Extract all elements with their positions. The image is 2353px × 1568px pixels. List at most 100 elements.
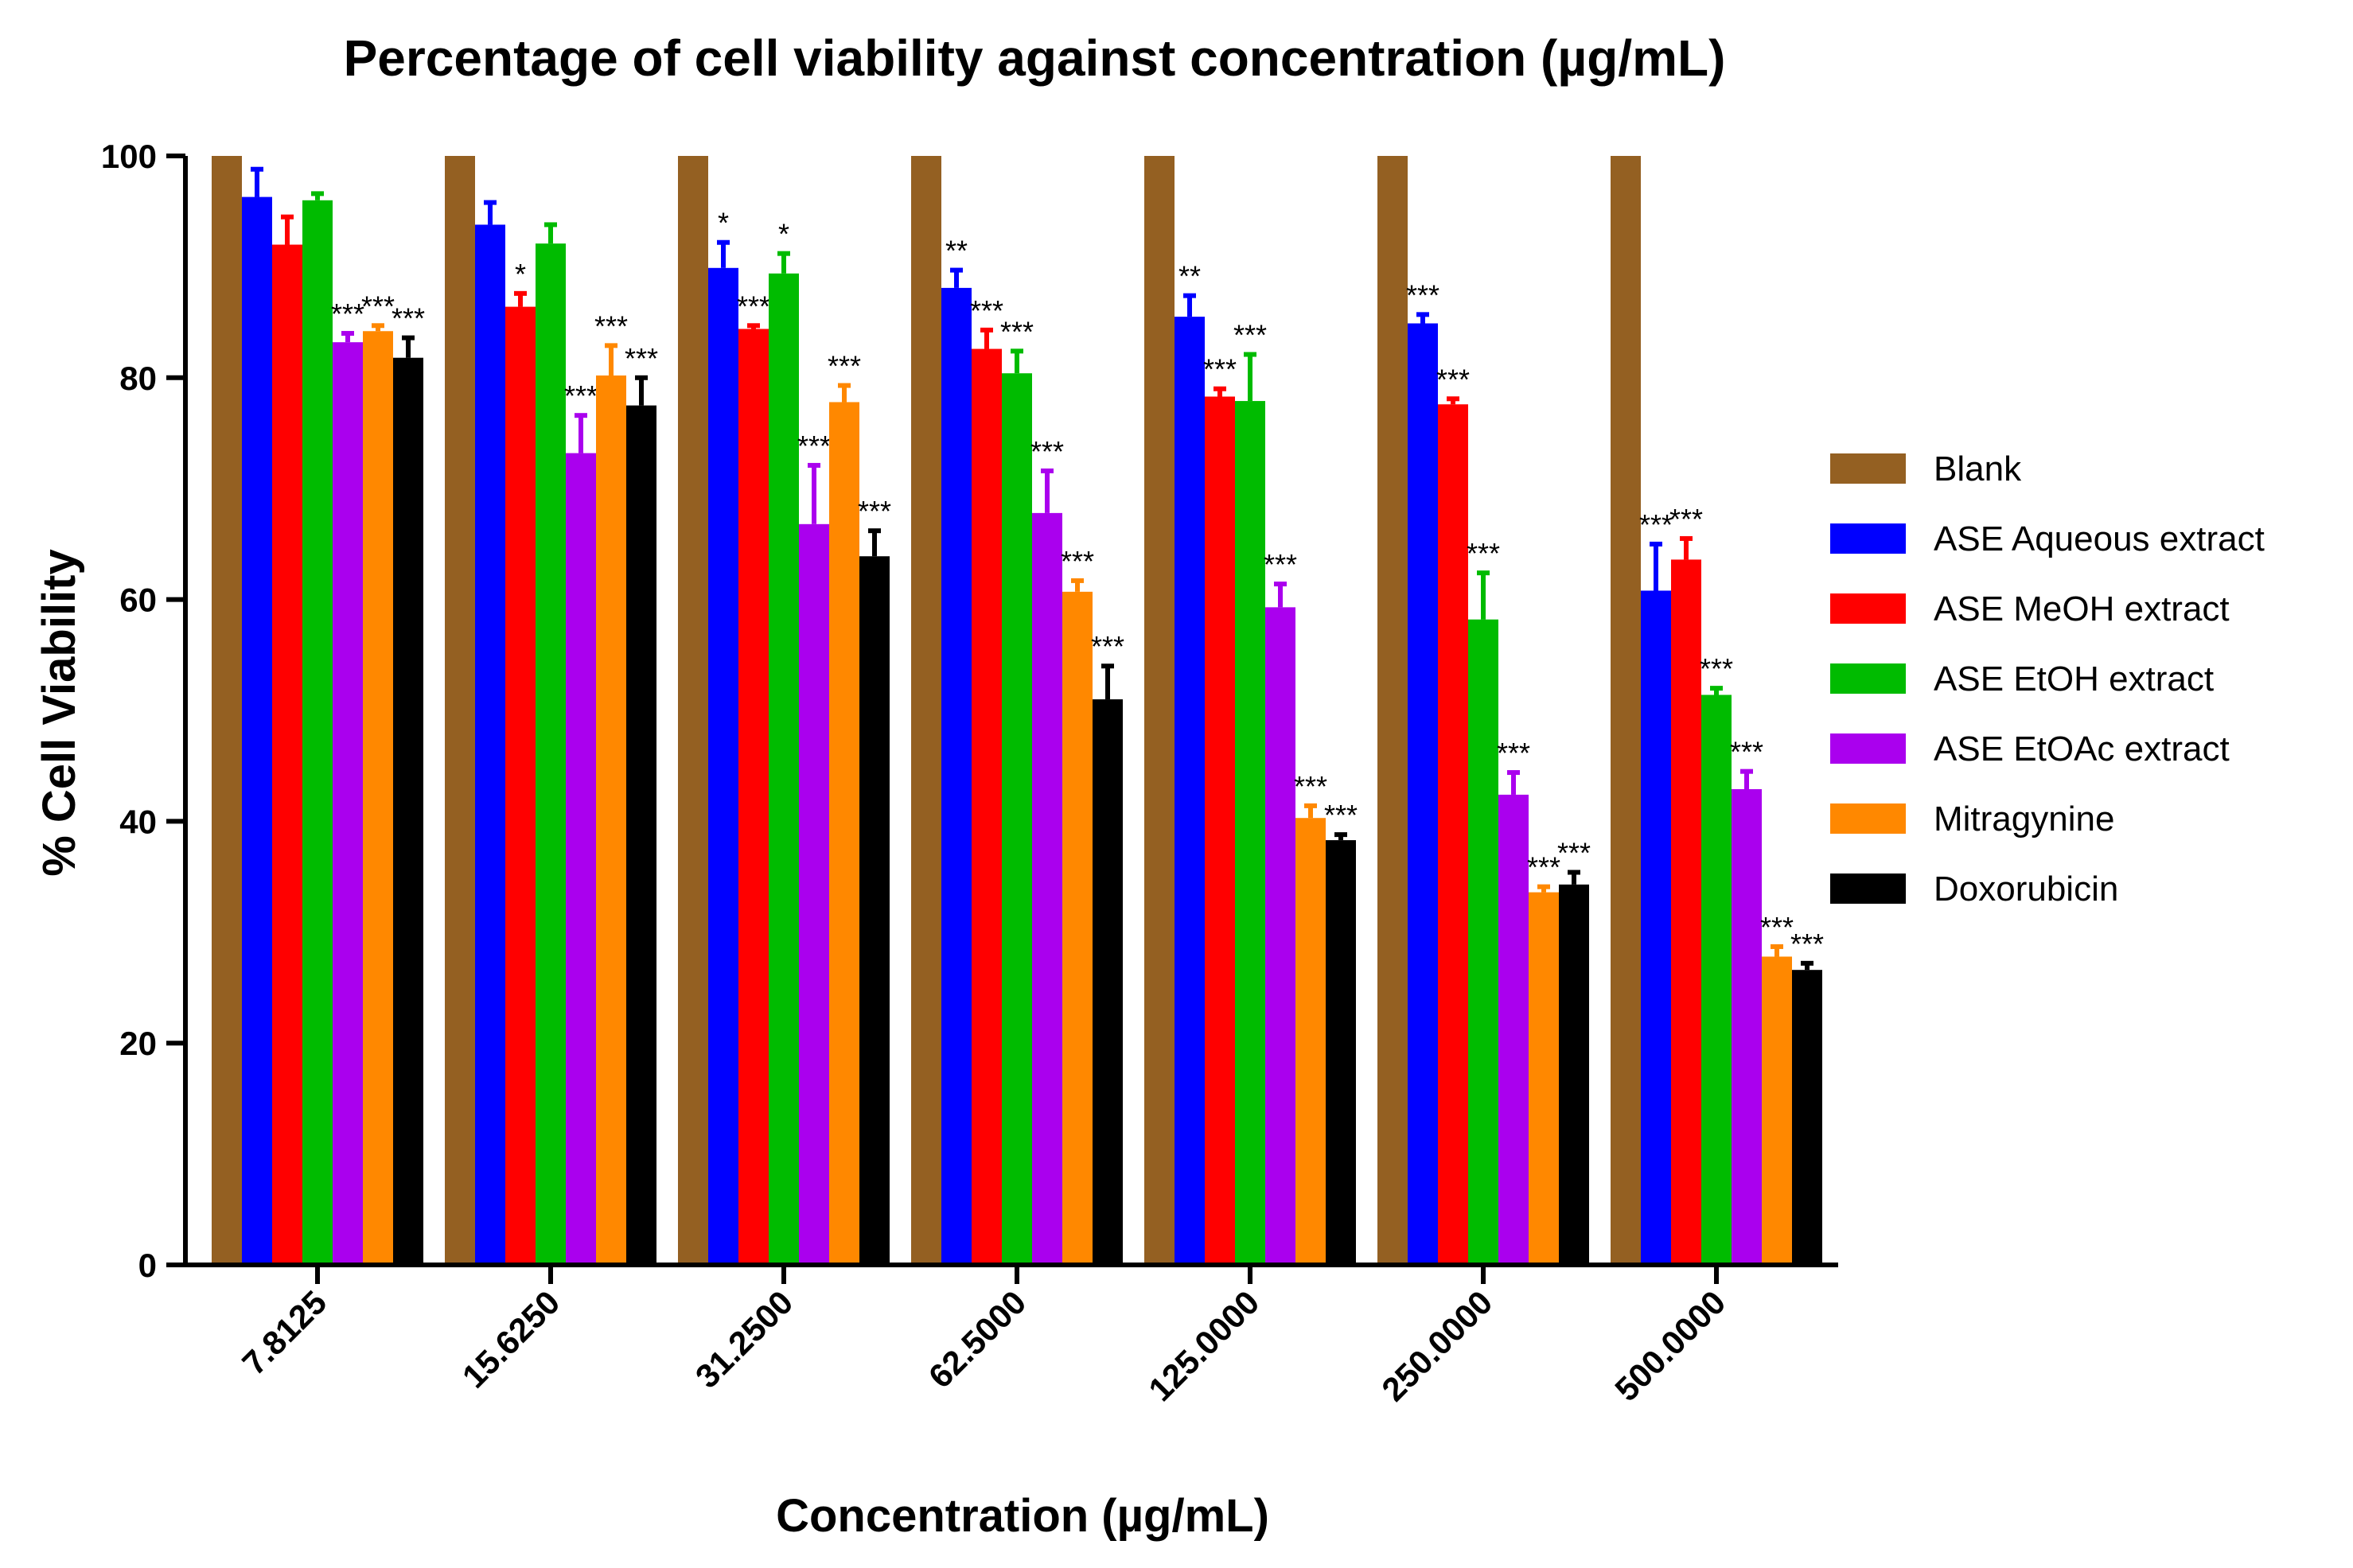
legend-swatch-4 [1830,733,1906,764]
y-axis-label: % Cell Viability [33,549,85,877]
bar-6-2 [859,556,890,1265]
legend: Blank ASE Aqueous extract ASE MeOH extract… [1830,449,2265,909]
significance-mark-5-5: *** [1527,851,1560,884]
significance-mark-6-5: *** [1557,837,1591,870]
y-tick-label-0: 0 [138,1247,157,1284]
significance-mark-4-3: *** [1030,435,1064,468]
bar-2-3 [972,348,1002,1265]
significance-mark-3-5: *** [1467,537,1500,570]
legend-swatch-6 [1830,873,1906,904]
bar-5-4 [1295,818,1326,1265]
significance-mark-2-3: *** [970,294,1003,327]
bar-4-5 [1498,794,1529,1265]
legend-swatch-3 [1830,663,1906,694]
legend-swatch-1 [1830,523,1906,554]
x-tick-label-1: 15.6250 [455,1283,567,1395]
legend-label-0: Blank [1934,449,2022,488]
significance-mark-6-6: *** [1790,928,1824,960]
significance-mark-1-6: *** [1639,508,1673,541]
bar-6-6 [1792,970,1822,1265]
legend-label-3: ASE EtOH extract [1934,659,2214,698]
bar-2-4 [1205,396,1235,1265]
y-tick-label-2: 40 [119,803,157,840]
legend-swatch-0 [1830,453,1906,484]
significance-mark-5-3: *** [1061,545,1094,578]
bar-4-6 [1732,788,1762,1265]
bar-2-1 [505,306,536,1266]
bar-5-3 [1062,591,1093,1265]
significance-mark-3-4: *** [1233,319,1267,352]
legend-label-6: Doxorubicin [1934,870,2118,909]
bar-1-4 [1175,317,1205,1265]
bar-0-6 [1611,156,1641,1265]
bar-0-3 [911,156,941,1265]
significance-mark-1-5: *** [1406,278,1439,311]
bar-0-0 [212,156,242,1265]
bar-6-1 [626,405,656,1265]
x-axis-label: Concentration (µg/mL) [776,1490,1269,1542]
legend-label-2: ASE MeOH extract [1934,589,2230,628]
bar-5-2 [829,402,859,1265]
bar-1-5 [1408,323,1438,1265]
bar-1-1 [475,224,505,1266]
significance-mark-4-2: *** [797,430,831,462]
significance-mark-6-2: *** [858,495,891,527]
x-tick-label-4: 125.0000 [1141,1283,1266,1408]
x-tick-label-0: 7.8125 [235,1283,333,1382]
bar-2-5 [1438,404,1468,1266]
bar-5-0 [363,331,393,1266]
plot-area: *************** ****** ********** *********… [101,138,1838,1408]
legend-label-4: ASE EtOAc extract [1934,730,2230,768]
significance-mark-5-0: *** [361,290,395,322]
bar-5-1 [596,375,626,1266]
significance-mark-4-1: *** [564,379,598,412]
bar-3-6 [1701,695,1732,1265]
bar-0-5 [1377,156,1408,1265]
bar-3-4 [1235,401,1265,1266]
y-tick-label-1: 20 [119,1025,157,1062]
legend-label-5: Mitragynine [1934,800,2114,838]
bar-0-4 [1144,156,1175,1265]
significance-mark-2-5: *** [1436,363,1470,395]
bar-1-2 [708,267,738,1266]
significance-mark-2-2: *** [737,290,770,322]
significance-mark-5-6: *** [1760,911,1794,944]
x-tick-label-2: 31.2500 [688,1283,801,1395]
significance-mark-5-1: *** [594,309,628,342]
significance-mark-5-2: *** [828,350,861,383]
significance-mark-1-2: * [718,207,729,239]
bar-3-1 [536,243,566,1266]
bar-6-0 [393,357,423,1265]
bar-1-0 [242,196,272,1265]
significance-mark-5-4: *** [1294,770,1327,803]
bar-6-3 [1093,699,1123,1265]
bar-6-4 [1326,840,1356,1265]
bar-6-5 [1559,884,1589,1265]
bar-2-6 [1671,559,1701,1265]
legend-label-1: ASE Aqueous extract [1934,519,2265,558]
bar-3-3 [1002,373,1032,1265]
x-tick-label-6: 500.0000 [1607,1283,1732,1408]
bar-0-2 [678,156,708,1265]
bar-5-5 [1529,892,1559,1265]
bar-0-1 [445,156,475,1265]
bar-4-4 [1265,607,1295,1265]
significance-mark-1-3: ** [945,235,968,267]
significance-mark-6-4: *** [1324,799,1358,831]
legend-swatch-5 [1830,803,1906,834]
bar-1-6 [1641,590,1671,1265]
significance-mark-1-4: ** [1178,260,1201,293]
legend-swatch-2 [1830,593,1906,624]
bar-3-5 [1468,619,1498,1265]
bar-3-2 [769,273,799,1265]
significance-mark-6-0: *** [392,302,425,335]
bar-3-0 [302,200,333,1265]
significance-mark-3-2: * [778,218,789,251]
significance-mark-2-4: *** [1203,353,1237,386]
significance-mark-3-6: *** [1700,652,1733,685]
y-tick-label-5: 100 [101,138,157,175]
significance-mark-4-5: *** [1497,737,1530,769]
bar-5-6 [1762,956,1792,1265]
bar-2-2 [738,329,769,1265]
